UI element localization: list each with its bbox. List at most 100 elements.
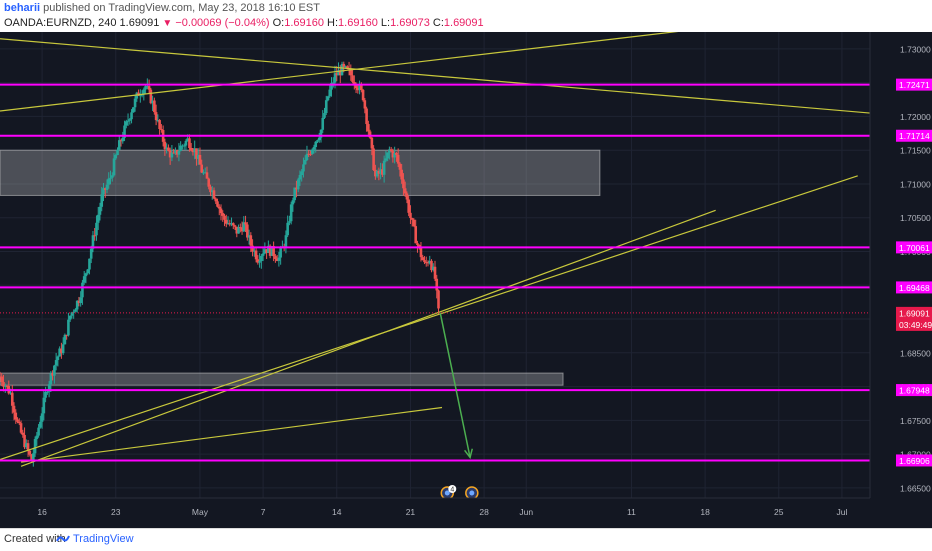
- candle-body: [19, 423, 23, 433]
- candle-body: [65, 334, 68, 336]
- candle-body: [344, 66, 347, 68]
- candle-body: [109, 177, 112, 179]
- candle-body: [410, 218, 414, 220]
- high-label: H:: [327, 17, 339, 29]
- candle-body: [167, 147, 170, 151]
- candle-body: [360, 85, 363, 90]
- tradingview-link[interactable]: TradingView: [73, 533, 134, 545]
- candle-body: [340, 63, 344, 76]
- candle-body: [96, 214, 100, 223]
- candle-body: [123, 125, 126, 138]
- candle-body: [230, 223, 233, 225]
- candle-body: [156, 120, 160, 122]
- current-price-tag: [896, 306, 932, 331]
- candle-body: [214, 198, 218, 202]
- candle-body: [324, 100, 328, 114]
- candle-body: [89, 248, 93, 259]
- candle-body: [398, 163, 402, 170]
- candle-body: [39, 421, 42, 428]
- created-with-text: Created with: [4, 533, 66, 545]
- candle-body: [251, 245, 254, 252]
- candle-body: [170, 152, 174, 158]
- event-count-badge: [448, 485, 457, 493]
- candle-body: [107, 178, 111, 185]
- candle-body: [46, 391, 49, 393]
- candle-body: [82, 276, 86, 283]
- candle-body: [130, 112, 133, 120]
- candle-body: [421, 257, 425, 261]
- candle-body: [132, 107, 135, 113]
- candle-body: [124, 121, 128, 126]
- candle-body: [295, 187, 298, 190]
- candle-body: [126, 120, 130, 122]
- price-chart[interactable]: 41.730001.725001.720001.715001.710001.70…: [0, 32, 932, 528]
- candle-body: [184, 140, 188, 146]
- candle-body: [277, 257, 281, 261]
- event-count-label: 4: [450, 487, 454, 494]
- candle-body: [221, 213, 225, 216]
- candle-body: [298, 175, 302, 180]
- level-price-label: 1.66906: [899, 456, 930, 466]
- candle-body: [102, 188, 105, 195]
- candle-body: [42, 397, 46, 414]
- candle-body: [389, 149, 393, 152]
- candle-body: [268, 245, 272, 256]
- candle-body: [158, 120, 161, 130]
- candle-body: [88, 258, 91, 270]
- candle-body: [379, 169, 382, 174]
- candle-body: [140, 94, 144, 96]
- trendline: [0, 38, 871, 114]
- candle-body: [240, 227, 244, 232]
- candle-body: [319, 129, 323, 138]
- y-tick-label: 1.67500: [900, 416, 931, 426]
- candle-body: [224, 219, 228, 224]
- candle-body: [247, 235, 251, 238]
- x-tick-label: 16: [37, 507, 47, 517]
- candle-body: [67, 319, 70, 336]
- close-value: 1.69091: [443, 17, 484, 29]
- x-tick-label: 28: [479, 507, 489, 517]
- candle-body: [430, 260, 433, 271]
- candle-body: [142, 89, 146, 95]
- candle-body: [121, 137, 125, 142]
- candle-body: [275, 258, 279, 261]
- y-tick-label: 1.71000: [900, 179, 931, 189]
- level-price-tag: [896, 78, 932, 91]
- open-value: 1.69160: [284, 17, 324, 29]
- symbol-label: OANDA:EURNZD, 240: [4, 17, 117, 29]
- candle-body: [386, 152, 389, 159]
- trendline: [20, 406, 443, 463]
- candle-body: [349, 68, 353, 76]
- candle-body: [37, 427, 40, 436]
- candle-body: [58, 348, 61, 357]
- level-price-tag: [896, 281, 932, 294]
- candle-body: [384, 158, 388, 161]
- author-name[interactable]: beharii: [4, 2, 41, 14]
- candle-body: [193, 148, 196, 153]
- candle-body: [316, 140, 319, 142]
- x-tick-label: 18: [700, 507, 710, 517]
- candle-body: [74, 309, 77, 312]
- candle-body: [424, 262, 428, 264]
- candle-body: [338, 70, 342, 76]
- candle-body: [68, 315, 72, 320]
- candle-body: [402, 179, 405, 189]
- candle-body: [116, 149, 119, 156]
- x-tick-label: May: [192, 507, 209, 517]
- candle-body: [375, 170, 379, 177]
- candle-body: [302, 164, 305, 172]
- candle-body: [95, 222, 98, 236]
- level-price-label: 1.70061: [899, 243, 930, 253]
- candle-body: [33, 439, 37, 454]
- down-triangle-icon: ▼: [162, 18, 173, 29]
- candle-body: [103, 188, 107, 191]
- candle-body: [98, 206, 102, 215]
- candle-body: [77, 300, 81, 303]
- candle-body: [81, 282, 84, 298]
- candle-body: [3, 385, 7, 387]
- candle-body: [393, 152, 396, 158]
- candle-body: [79, 297, 82, 303]
- candle-body: [272, 246, 275, 257]
- candle-body: [368, 131, 372, 138]
- candle-body: [44, 391, 47, 398]
